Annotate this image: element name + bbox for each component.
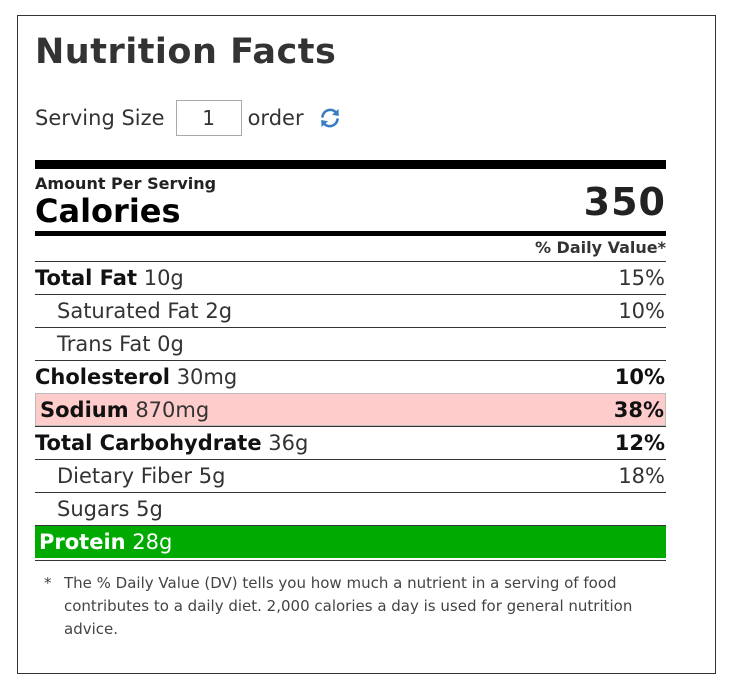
refresh-icon[interactable] (318, 106, 342, 130)
nutrient-dv: 12% (614, 431, 665, 455)
footnote-star: * (44, 574, 52, 592)
calories-label: Calories (35, 192, 181, 230)
amount-per-serving-label: Amount Per Serving (35, 174, 217, 193)
nutrient-amount: 5g (136, 497, 163, 521)
nutrient-amount: 36g (268, 431, 309, 455)
serving-unit-label: order (247, 106, 304, 130)
nutrient-dv: 38% (613, 397, 664, 422)
nutrient-amount: 28g (132, 530, 173, 554)
nutrition-panel (17, 15, 716, 674)
footnote-text: The % Daily Value (DV) tells you how muc… (64, 574, 633, 638)
daily-value-header: % Daily Value* (534, 238, 666, 257)
nutrient-amount: 10g (143, 266, 184, 290)
nutrient-table: Total Fat 10g 15% Saturated Fat 2g 10% T… (35, 261, 666, 558)
nutrient-name: Sugars (57, 497, 130, 521)
serving-size-input[interactable] (175, 100, 242, 136)
thick-divider-top (35, 160, 666, 169)
nutrient-row-protein: Protein 28g (35, 525, 666, 558)
nutrient-row-trans-fat: Trans Fat 0g (35, 327, 666, 360)
nutrient-amount: 0g (157, 332, 184, 356)
nutrient-dv: 10% (614, 365, 665, 389)
nutrient-amount: 30mg (176, 365, 238, 389)
nutrient-name: Saturated Fat (57, 299, 199, 323)
nutrient-dv: 15% (618, 266, 665, 290)
nutrient-row-dietary-fiber: Dietary Fiber 5g 18% (35, 459, 666, 492)
nutrient-name: Protein (39, 530, 126, 554)
nutrient-amount: 2g (205, 299, 233, 323)
nutrient-name: Trans Fat (57, 332, 151, 356)
bottom-divider (35, 560, 666, 561)
footnote: * The % Daily Value (DV) tells you how m… (44, 572, 654, 641)
serving-size-row: Serving Size order (35, 100, 342, 136)
nutrient-name: Total Carbohydrate (35, 431, 262, 455)
nutrient-dv: 18% (618, 464, 665, 488)
thick-divider-middle (35, 231, 666, 236)
nutrient-name: Sodium (40, 397, 129, 422)
nutrition-title: Nutrition Facts (35, 32, 337, 72)
nutrient-amount: 870mg (135, 397, 210, 422)
nutrient-row-saturated-fat: Saturated Fat 2g 10% (35, 294, 666, 327)
serving-size-label: Serving Size (35, 106, 165, 130)
nutrient-row-sodium: Sodium 870mg 38% (35, 393, 666, 426)
calories-value: 350 (583, 180, 666, 224)
nutrient-amount: 5g (198, 464, 226, 488)
nutrient-dv: 10% (618, 299, 665, 323)
nutrient-name: Cholesterol (35, 365, 170, 389)
nutrient-name: Dietary Fiber (57, 464, 193, 488)
nutrient-row-sugars: Sugars 5g (35, 492, 666, 525)
nutrient-row-total-fat: Total Fat 10g 15% (35, 261, 666, 294)
nutrient-row-total-carbohydrate: Total Carbohydrate 36g 12% (35, 426, 666, 459)
nutrient-name: Total Fat (35, 266, 138, 290)
nutrient-row-cholesterol: Cholesterol 30mg 10% (35, 360, 666, 393)
